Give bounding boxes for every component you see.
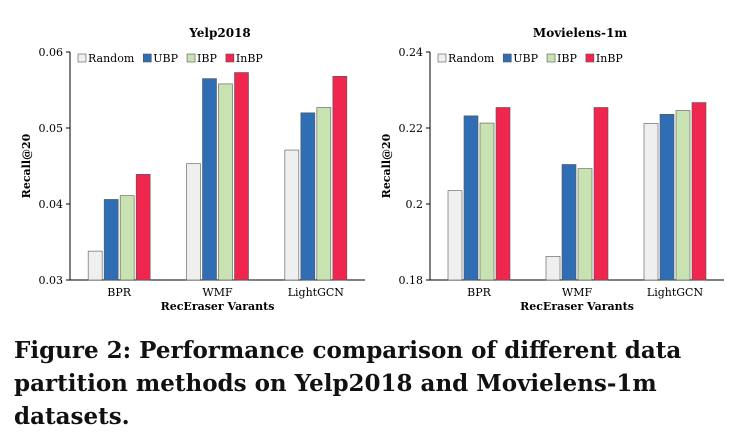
y-axis-label: Recall@20 xyxy=(20,133,33,198)
bar-ubp-lightgcn xyxy=(659,114,675,281)
y-tick-label: 0.04 xyxy=(39,198,64,211)
y-tick-label: 0.24 xyxy=(399,46,424,59)
y-tick-label: 0.03 xyxy=(39,274,64,287)
caption-text: Performance comparison of different data… xyxy=(14,337,682,430)
legend-swatch-ubp xyxy=(142,53,152,63)
bar-ubp-bpr xyxy=(103,199,119,281)
legend-swatch-ubp xyxy=(502,53,512,63)
figure-caption: Figure 2: Performance comparison of diff… xyxy=(14,334,732,433)
bar-random-wmf xyxy=(186,163,201,281)
legend-swatch-ibp xyxy=(546,53,556,63)
legend-label-ibp: IBP xyxy=(197,52,217,65)
legend-swatch-inbp xyxy=(585,53,595,63)
x-tick-label: BPR xyxy=(107,286,131,299)
bar-ubp-lightgcn xyxy=(300,112,316,281)
x-axis-label: RecEraser Varants xyxy=(161,300,275,313)
y-axis-label: Recall@20 xyxy=(380,133,393,198)
legend-label-ubp: UBP xyxy=(153,52,178,65)
x-tick-label: LightGCN xyxy=(288,286,345,299)
y-tick-label: 0.05 xyxy=(39,122,64,135)
x-tick-label: BPR xyxy=(467,286,491,299)
legend-label-ibp: IBP xyxy=(557,52,577,65)
chart-title: Yelp2018 xyxy=(188,26,251,40)
bar-ibp-bpr xyxy=(119,195,135,281)
bar-ibp-lightgcn xyxy=(675,110,691,281)
legend-swatch-random xyxy=(437,53,447,63)
chart-title: Movielens-1m xyxy=(533,26,627,40)
bar-ubp-bpr xyxy=(463,115,479,281)
legend-label-ubp: UBP xyxy=(513,52,538,65)
legend-swatch-random xyxy=(77,53,87,63)
y-tick-label: 0.2 xyxy=(406,198,424,211)
bar-random-lightgcn xyxy=(643,123,659,281)
bar-inbp-bpr xyxy=(495,107,511,281)
x-tick-label: WMF xyxy=(562,286,593,299)
bar-random-bpr xyxy=(447,190,463,281)
y-tick-label: 0.18 xyxy=(399,274,424,287)
bar-ibp-wmf xyxy=(218,83,233,281)
x-tick-label: WMF xyxy=(202,286,233,299)
bar-ibp-wmf xyxy=(577,168,593,281)
bar-random-bpr xyxy=(87,250,103,281)
y-tick-label: 0.06 xyxy=(39,46,64,59)
bar-inbp-lightgcn xyxy=(332,76,348,281)
bar-inbp-wmf xyxy=(234,72,249,281)
bar-random-wmf xyxy=(545,256,561,281)
caption-label: Figure 2: xyxy=(14,337,132,364)
bar-random-lightgcn xyxy=(284,149,300,281)
charts-canvas: Yelp2018 0.03 0.04 0.05 0.06 Recall@20 BPR WMF L… xyxy=(20,26,724,313)
legend-label-random: Random xyxy=(448,52,495,65)
legend-swatch-inbp xyxy=(225,53,235,63)
y-tick-label: 0.22 xyxy=(399,122,424,135)
bar-ibp-lightgcn xyxy=(316,107,332,281)
legend-label-inbp: InBP xyxy=(596,52,624,65)
legend-label-inbp: InBP xyxy=(236,52,264,65)
bar-inbp-bpr xyxy=(135,174,151,281)
x-tick-label: LightGCN xyxy=(647,286,704,299)
legend-swatch-ibp xyxy=(186,53,196,63)
bar-ubp-wmf xyxy=(561,164,577,281)
bar-ubp-wmf xyxy=(202,78,217,281)
bar-inbp-lightgcn xyxy=(691,102,707,281)
bar-inbp-wmf xyxy=(593,107,609,281)
bar-ibp-bpr xyxy=(479,122,495,281)
legend-label-random: Random xyxy=(88,52,135,65)
x-axis-label: RecEraser Varants xyxy=(520,300,634,313)
